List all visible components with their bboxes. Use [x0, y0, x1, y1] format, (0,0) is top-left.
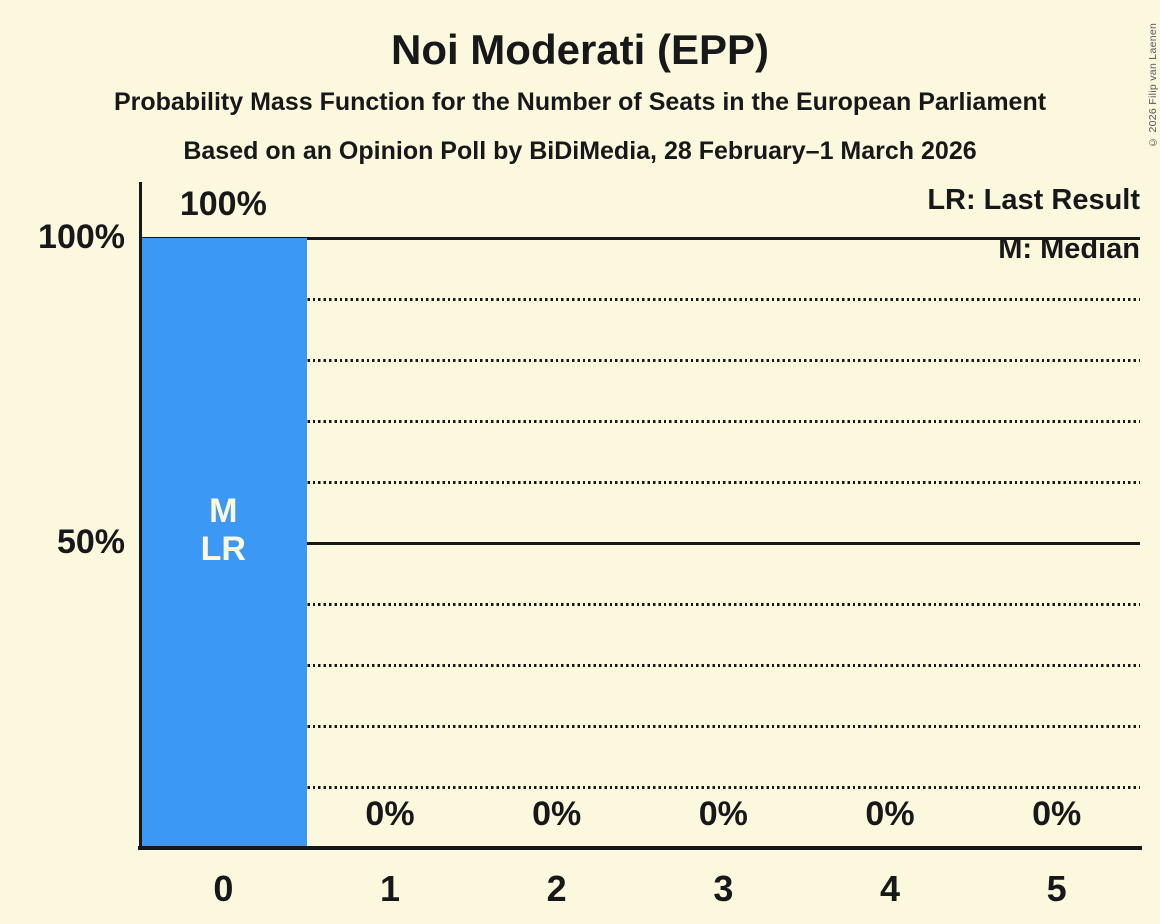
- y-axis-label-50: 50%: [56, 523, 125, 561]
- y-axis-label-100: 100%: [38, 218, 125, 256]
- x-axis-line: [138, 846, 1142, 850]
- gridline-70pct: [140, 420, 1140, 423]
- value-label-seats-1: 0%: [365, 795, 415, 833]
- gridline-20pct: [140, 725, 1140, 728]
- chart-source-line: Based on an Opinion Poll by BiDiMedia, 2…: [183, 137, 977, 165]
- x-tick-label-3: 3: [713, 868, 734, 909]
- chart-subtitle: Probability Mass Function for the Number…: [113, 88, 1047, 116]
- gridline-90pct: [140, 298, 1140, 301]
- x-tick-label-0: 0: [213, 868, 234, 909]
- gridline-60pct: [140, 481, 1140, 484]
- copyright-notice: © 2026 Filip van Laenen: [1147, 22, 1159, 148]
- x-tick-label-1: 1: [379, 868, 400, 909]
- y-axis-line: [139, 182, 142, 850]
- gridline-10pct: [140, 786, 1140, 789]
- annotation-line-m: M: [209, 492, 238, 530]
- gridline-40pct: [140, 603, 1140, 606]
- gridline-50pct: [140, 542, 1140, 545]
- x-tick-label-4: 4: [879, 868, 900, 909]
- gridline-100pct: [140, 237, 1140, 240]
- gridline-30pct: [140, 664, 1140, 667]
- value-label-seats-4: 0%: [865, 795, 915, 833]
- legend-last-result: LR: Last Result: [927, 184, 1140, 216]
- annotation-line-lr: LR: [200, 530, 246, 568]
- value-label-seats-0: 100%: [179, 185, 267, 223]
- value-label-seats-2: 0%: [532, 795, 582, 833]
- chart-title: Noi Moderati (EPP): [390, 26, 770, 73]
- median-last-result-annotation: M LR: [140, 492, 307, 568]
- x-tick-label-5: 5: [1046, 868, 1067, 909]
- value-label-seats-5: 0%: [1032, 795, 1082, 833]
- value-label-seats-3: 0%: [698, 795, 748, 833]
- gridline-80pct: [140, 359, 1140, 362]
- bar-seats-0: [140, 238, 307, 848]
- x-tick-label-2: 2: [546, 868, 567, 909]
